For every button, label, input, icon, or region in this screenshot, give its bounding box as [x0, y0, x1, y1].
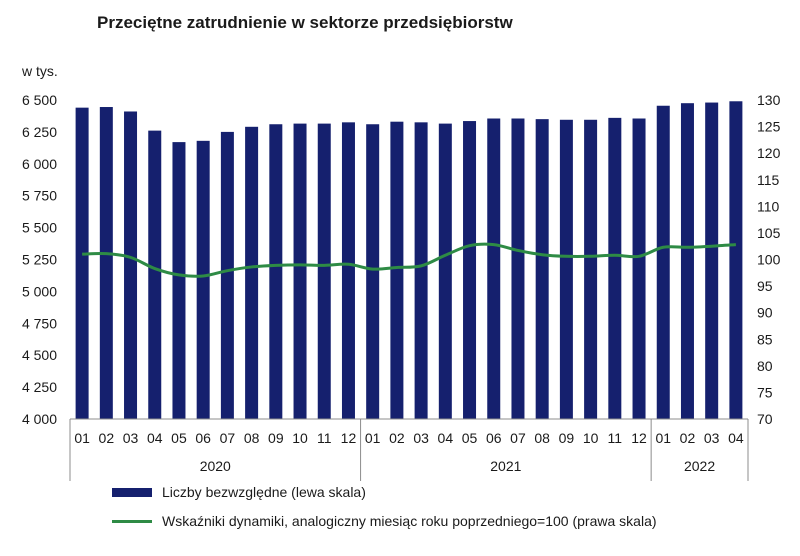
bar [220, 131, 234, 419]
bar [511, 118, 525, 419]
bar [608, 117, 622, 419]
right-tick-label: 110 [757, 198, 780, 214]
x-tick-label: 10 [292, 430, 308, 446]
legend-line-swatch [112, 519, 152, 523]
bar [390, 121, 404, 419]
bar [584, 119, 598, 419]
x-tick-label: 02 [99, 430, 115, 446]
left-tick-label: 6 000 [22, 156, 57, 172]
bar [172, 142, 186, 419]
left-tick-label: 5 750 [22, 188, 57, 204]
x-tick-label: 09 [268, 430, 284, 446]
bar [124, 111, 138, 419]
left-tick-label: 5 000 [22, 283, 57, 299]
x-tick-label: 09 [559, 430, 575, 446]
x-tick-label: 04 [728, 430, 744, 446]
right-tick-label: 85 [757, 331, 773, 347]
right-tick-label: 100 [757, 252, 781, 268]
left-tick-label: 6 250 [22, 124, 57, 140]
x-tick-label: 07 [220, 430, 236, 446]
bar [75, 107, 89, 419]
bar [99, 107, 113, 419]
x-tick-label: 04 [147, 430, 163, 446]
x-tick-label: 07 [510, 430, 526, 446]
right-tick-label: 125 [757, 119, 781, 135]
line-path [82, 242, 736, 278]
line-series [82, 242, 736, 278]
chart-title: Przeciętne zatrudnienie w sektorze przed… [97, 13, 513, 32]
legend-bar-label: Liczby bezwzględne (lewa skala) [162, 484, 366, 500]
x-tick-label: 12 [631, 430, 647, 446]
x-axis: 01 02 03 04 05 06 07 08 09 10 11 12 01 02 03 04 05 06 07 08… [69, 418, 749, 481]
bar [705, 102, 719, 419]
left-tick-label: 5 250 [22, 252, 57, 268]
bar [366, 124, 380, 419]
bar [656, 105, 670, 419]
bar [341, 122, 355, 419]
legend-line-label: Wskaźniki dynamiki, analogiczny miesiąc … [162, 513, 657, 529]
bar [487, 118, 501, 419]
right-tick-label: 90 [757, 305, 773, 321]
x-tick-label: 05 [171, 430, 187, 446]
bar [269, 124, 283, 419]
x-tick-label: 01 [74, 430, 90, 446]
x-tick-label: 01 [655, 430, 671, 446]
x-tick-label: 03 [413, 430, 429, 446]
right-tick-label: 70 [757, 411, 773, 427]
left-tick-label: 4 500 [22, 347, 57, 363]
right-tick-label: 105 [757, 225, 781, 241]
left-tick-label: 6 500 [22, 92, 57, 108]
bar [438, 123, 452, 419]
right-tick-label: 80 [757, 358, 773, 374]
right-tick-label: 120 [757, 145, 781, 161]
x-tick-label: 03 [123, 430, 139, 446]
bar [729, 101, 743, 419]
bar [245, 126, 259, 420]
left-tick-label: 4 250 [22, 379, 57, 395]
bar [463, 121, 477, 419]
x-tick-label: 05 [462, 430, 478, 446]
x-tick-label: 02 [389, 430, 405, 446]
left-tick-label: 4 000 [22, 411, 57, 427]
left-tick-label: 5 500 [22, 220, 57, 236]
bar-series [75, 101, 743, 420]
right-tick-label: 75 [757, 384, 773, 400]
x-tick-label: 11 [317, 430, 332, 446]
x-tick-label: 10 [583, 430, 599, 446]
bar [196, 140, 210, 419]
bar [414, 122, 428, 419]
x-tick-label: 11 [608, 430, 623, 446]
legend-item-line: Wskaźniki dynamiki, analogiczny miesiąc … [112, 513, 657, 529]
x-tick-label: 06 [486, 430, 502, 446]
right-tick-label: 115 [757, 172, 780, 188]
legend-bar-swatch [112, 487, 152, 497]
bar [317, 123, 331, 419]
x-tick-label: 06 [195, 430, 211, 446]
bar [559, 119, 573, 419]
x-year-label: 2022 [684, 458, 715, 474]
left-axis: 4 000 4 250 4 500 4 750 5 000 5 250 5 500 5 750… [22, 92, 57, 427]
bar [632, 118, 646, 419]
x-tick-label: 02 [680, 430, 696, 446]
x-tick-label: 12 [341, 430, 357, 446]
legend-item-bars: Liczby bezwzględne (lewa skala) [112, 484, 366, 500]
left-tick-label: 4 750 [22, 315, 57, 331]
right-tick-label: 130 [757, 92, 781, 108]
right-axis: 70 75 80 85 90 95 100 105 110 115 120 125 130 [757, 92, 781, 427]
bar [680, 103, 694, 419]
x-year-label: 2021 [490, 458, 521, 474]
right-tick-label: 95 [757, 278, 773, 294]
bar [293, 123, 307, 419]
x-year-label: 2020 [200, 458, 231, 474]
x-tick-label: 03 [704, 430, 720, 446]
x-tick-label: 04 [438, 430, 454, 446]
x-tick-label: 01 [365, 430, 381, 446]
bar [535, 119, 549, 419]
x-tick-label: 08 [244, 430, 260, 446]
x-tick-label: 08 [534, 430, 550, 446]
bar [148, 130, 162, 419]
left-axis-unit-label: w tys. [22, 63, 58, 79]
